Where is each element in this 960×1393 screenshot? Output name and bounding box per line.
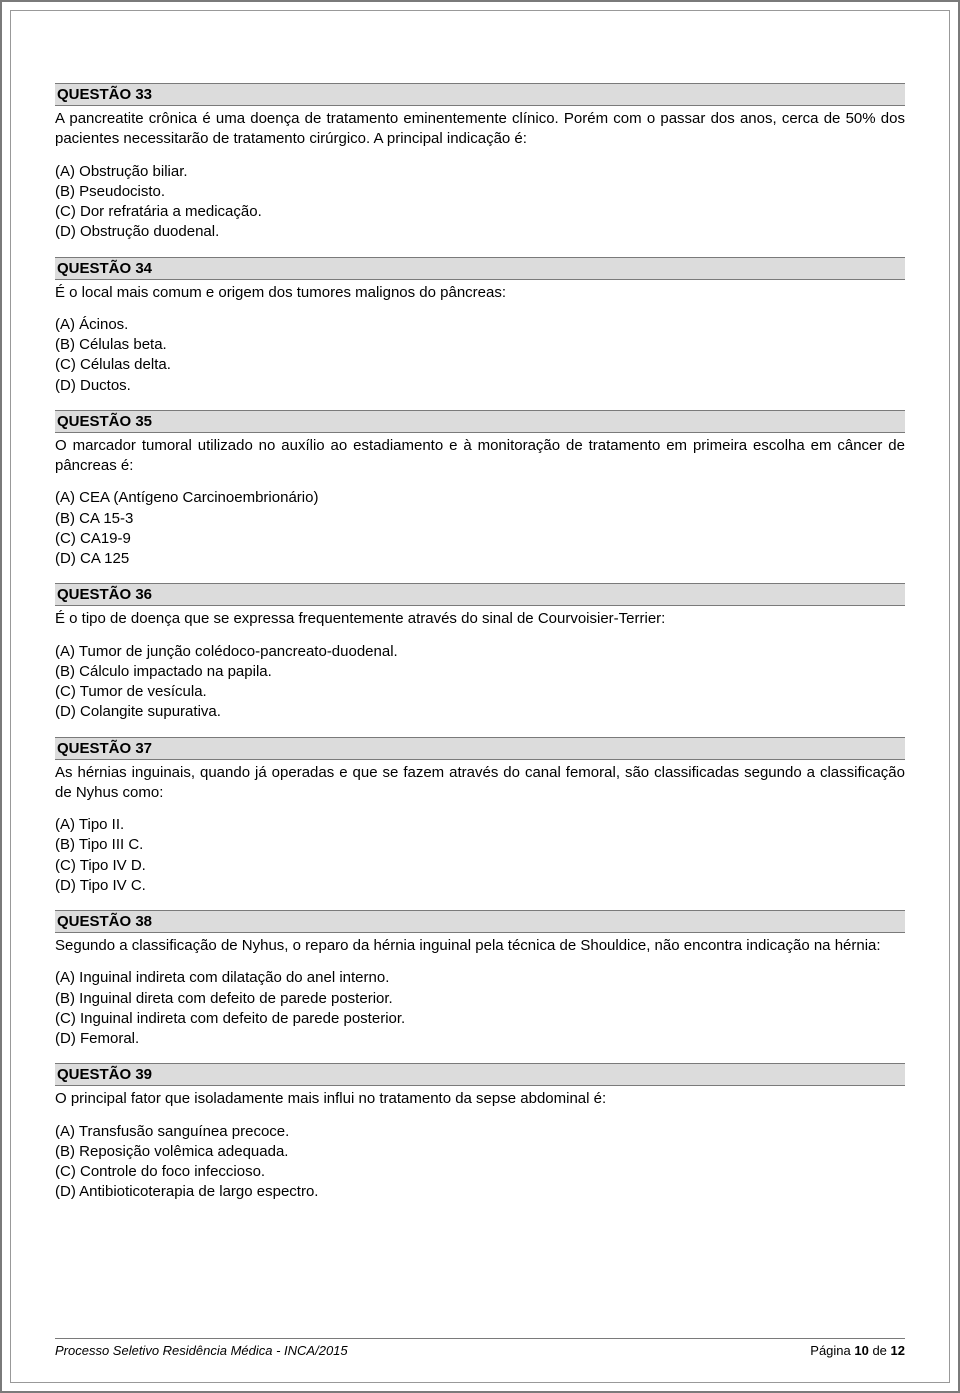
option-a: (A) Inguinal indireta com dilatação do a… bbox=[55, 968, 905, 988]
question-title: QUESTÃO 35 bbox=[55, 410, 905, 433]
option-c: (C) Tumor de vesícula. bbox=[55, 682, 905, 702]
option-a: (A) Tipo II. bbox=[55, 815, 905, 835]
footer-right: Página 10 de 12 bbox=[810, 1343, 905, 1358]
question-35: QUESTÃO 35 O marcador tumoral utilizado … bbox=[55, 410, 905, 570]
question-title: QUESTÃO 37 bbox=[55, 737, 905, 760]
question-stem: O principal fator que isoladamente mais … bbox=[55, 1089, 905, 1109]
question-options: (A) Tipo II. (B) Tipo III C. (C) Tipo IV… bbox=[55, 815, 905, 896]
option-d: (D) CA 125 bbox=[55, 549, 905, 569]
question-38: QUESTÃO 38 Segundo a classificação de Ny… bbox=[55, 910, 905, 1049]
option-a: (A) Obstrução biliar. bbox=[55, 162, 905, 182]
option-d: (D) Antibioticoterapia de largo espectro… bbox=[55, 1182, 905, 1202]
footer-mid: de bbox=[869, 1343, 891, 1358]
footer-prefix: Página bbox=[810, 1343, 854, 1358]
option-a: (A) Transfusão sanguínea precoce. bbox=[55, 1122, 905, 1142]
question-36: QUESTÃO 36 É o tipo de doença que se exp… bbox=[55, 583, 905, 722]
option-c: (C) Tipo IV D. bbox=[55, 856, 905, 876]
question-34: QUESTÃO 34 É o local mais comum e origem… bbox=[55, 257, 905, 396]
option-c: (C) Inguinal indireta com defeito de par… bbox=[55, 1009, 905, 1029]
question-stem: É o local mais comum e origem dos tumore… bbox=[55, 283, 905, 303]
question-options: (A) Tumor de junção colédoco-pancreato-d… bbox=[55, 642, 905, 723]
question-stem: O marcador tumoral utilizado no auxílio … bbox=[55, 436, 905, 477]
option-b: (B) CA 15-3 bbox=[55, 509, 905, 529]
question-stem: As hérnias inguinais, quando já operadas… bbox=[55, 763, 905, 804]
page-footer: Processo Seletivo Residência Médica - IN… bbox=[55, 1338, 905, 1358]
option-c: (C) Dor refratária a medicação. bbox=[55, 202, 905, 222]
footer-left: Processo Seletivo Residência Médica - IN… bbox=[55, 1343, 348, 1358]
option-d: (D) Ductos. bbox=[55, 376, 905, 396]
footer-total: 12 bbox=[891, 1343, 905, 1358]
option-a: (A) Ácinos. bbox=[55, 315, 905, 335]
footer-page: 10 bbox=[854, 1343, 868, 1358]
question-title: QUESTÃO 36 bbox=[55, 583, 905, 606]
question-33: QUESTÃO 33 A pancreatite crônica é uma d… bbox=[55, 83, 905, 243]
option-d: (D) Tipo IV C. bbox=[55, 876, 905, 896]
option-c: (C) Controle do foco infeccioso. bbox=[55, 1162, 905, 1182]
question-options: (A) Ácinos. (B) Células beta. (C) Célula… bbox=[55, 315, 905, 396]
question-options: (A) Obstrução biliar. (B) Pseudocisto. (… bbox=[55, 162, 905, 243]
option-c: (C) CA19-9 bbox=[55, 529, 905, 549]
question-options: (A) Inguinal indireta com dilatação do a… bbox=[55, 968, 905, 1049]
option-b: (B) Tipo III C. bbox=[55, 835, 905, 855]
page-frame: QUESTÃO 33 A pancreatite crônica é uma d… bbox=[0, 0, 960, 1393]
option-b: (B) Cálculo impactado na papila. bbox=[55, 662, 905, 682]
question-stem: A pancreatite crônica é uma doença de tr… bbox=[55, 109, 905, 150]
option-d: (D) Obstrução duodenal. bbox=[55, 222, 905, 242]
option-b: (B) Inguinal direta com defeito de pared… bbox=[55, 989, 905, 1009]
question-stem: Segundo a classificação de Nyhus, o repa… bbox=[55, 936, 905, 956]
option-b: (B) Reposição volêmica adequada. bbox=[55, 1142, 905, 1162]
question-37: QUESTÃO 37 As hérnias inguinais, quando … bbox=[55, 737, 905, 897]
option-a: (A) Tumor de junção colédoco-pancreato-d… bbox=[55, 642, 905, 662]
question-title: QUESTÃO 38 bbox=[55, 910, 905, 933]
option-a: (A) CEA (Antígeno Carcinoembrionário) bbox=[55, 488, 905, 508]
question-title: QUESTÃO 33 bbox=[55, 83, 905, 106]
option-c: (C) Células delta. bbox=[55, 355, 905, 375]
option-b: (B) Células beta. bbox=[55, 335, 905, 355]
question-options: (A) Transfusão sanguínea precoce. (B) Re… bbox=[55, 1122, 905, 1203]
question-title: QUESTÃO 39 bbox=[55, 1063, 905, 1086]
option-b: (B) Pseudocisto. bbox=[55, 182, 905, 202]
option-d: (D) Femoral. bbox=[55, 1029, 905, 1049]
page-inner: QUESTÃO 33 A pancreatite crônica é uma d… bbox=[10, 10, 950, 1383]
question-options: (A) CEA (Antígeno Carcinoembrionário) (B… bbox=[55, 488, 905, 569]
option-d: (D) Colangite supurativa. bbox=[55, 702, 905, 722]
question-stem: É o tipo de doença que se expressa frequ… bbox=[55, 609, 905, 629]
question-title: QUESTÃO 34 bbox=[55, 257, 905, 280]
question-39: QUESTÃO 39 O principal fator que isolada… bbox=[55, 1063, 905, 1202]
